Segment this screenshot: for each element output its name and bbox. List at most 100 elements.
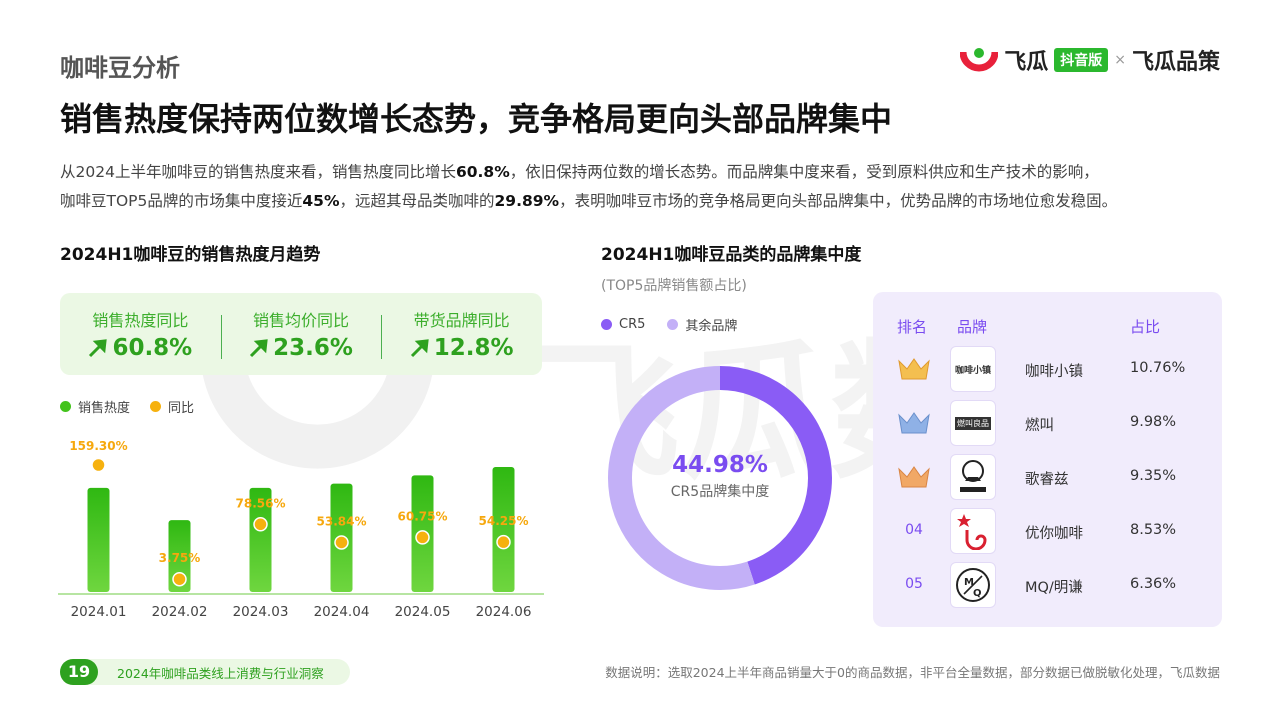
summary-highlight: 29.89% — [494, 192, 560, 210]
brand-ranking-panel: 排名 品牌 占比 咖啡小镇 咖啡小镇 10.76% 燃叫良品 燃叫 9.98% … — [873, 292, 1222, 627]
heat-bar — [492, 467, 515, 592]
legend-label: 销售热度 — [78, 401, 131, 416]
summary-text-part: ，表明咖啡豆市场的竞争格局更向头部品牌集中，优势品牌的市场地位愈发稳固。 — [559, 192, 1118, 210]
logo-text-pince: 飞瓜品策 — [1131, 50, 1220, 75]
kpi-label: 带货品牌同比 — [413, 311, 510, 330]
x-tick-label: 2024.01 — [71, 604, 127, 620]
footer-pill — [60, 659, 350, 685]
brand-logo: 飞瓜 抖音版 × 飞瓜品策 — [960, 44, 1220, 76]
kpi-number: 60.8% — [112, 335, 193, 361]
rank-number: 05 — [905, 576, 923, 592]
legend-item-heat: 销售热度 — [60, 397, 130, 416]
kpi-value: 23.6% — [221, 335, 382, 361]
summary-text-part: ，远超其母品类咖啡的 — [339, 192, 495, 210]
kpi-value: 12.8% — [381, 335, 542, 361]
yoy-data-label: 3.75% — [159, 551, 201, 565]
yoy-point — [334, 535, 349, 550]
kpi-label: 销售热度同比 — [92, 311, 189, 330]
svg-text:M: M — [964, 577, 974, 588]
summary-highlight: 45% — [302, 192, 340, 210]
rank-row-5: 05 M Q MQ/明谦 6.36% — [873, 560, 1222, 612]
yoy-point — [496, 534, 511, 550]
share-header: 占比 — [1130, 318, 1161, 336]
kpi-sales-heat: 销售热度同比 60.8% — [60, 307, 221, 361]
yoy-data-label: 60.75% — [398, 509, 448, 523]
page-number: 19 — [60, 659, 98, 685]
rank-number: 04 — [905, 522, 923, 538]
legend-dot-green — [60, 401, 71, 412]
kpi-number: 23.6% — [273, 335, 353, 361]
brand-share: 9.35% — [1130, 468, 1177, 484]
brand-logo-grizzly — [950, 454, 996, 500]
rank-row-1: 咖啡小镇 咖啡小镇 10.76% — [873, 344, 1222, 396]
legend-label: CR5 — [619, 317, 646, 332]
concentration-chart-title: 2024H1咖啡豆品类的品牌集中度 — [601, 245, 862, 265]
legend-dot-lavender — [667, 319, 679, 330]
kpi-number: 12.8% — [433, 335, 514, 361]
logo-badge: 抖音版 — [1054, 48, 1109, 72]
brand-logo-kafeixiaozhen: 咖啡小镇 — [950, 346, 996, 392]
brand-logo-youni — [950, 508, 996, 554]
donut-center-label: CR5品牌集中度 — [670, 484, 770, 500]
summary-text-part: 咖啡豆TOP5品牌的市场集中度接近 — [60, 192, 303, 210]
brand-name: 歌睿兹 — [1025, 472, 1069, 488]
x-tick-label: 2024.03 — [233, 604, 289, 620]
summary-text: 从2024上半年咖啡豆的销售热度来看，销售热度同比增长60.8%，依旧保持两位数… — [60, 158, 1250, 216]
kpi-label: 销售均价同比 — [253, 311, 350, 330]
brand-share: 9.98% — [1130, 414, 1177, 430]
trend-chart-legend: 销售热度 同比 — [60, 397, 194, 416]
x-tick-label: 2024.06 — [476, 604, 532, 620]
brand-name: 优你咖啡 — [1025, 526, 1083, 542]
rank-row-4: 04 优你咖啡 8.53% — [873, 506, 1222, 558]
yoy-point — [415, 530, 430, 545]
legend-dot-purple — [601, 319, 612, 330]
donut-slice-cr5 — [719, 366, 832, 585]
brand-share: 10.76% — [1130, 360, 1186, 376]
feigua-logo-icon — [960, 48, 999, 72]
yoy-data-label: 54.25% — [479, 514, 529, 528]
bronze-crown-icon — [898, 466, 930, 488]
page-title: 销售热度保持两位数增长态势，竞争格局更向头部品牌集中 — [60, 100, 893, 138]
legend-item-rest: 其余品牌 — [667, 315, 737, 334]
trend-up-arrow-icon — [250, 339, 268, 358]
kpi-value: 60.8% — [60, 335, 221, 361]
brand-logo-text: 咖啡小镇 — [954, 365, 991, 376]
donut-slice-rest — [608, 366, 755, 590]
kpi-avg-price: 销售均价同比 23.6% — [220, 307, 382, 361]
yoy-point — [91, 457, 106, 473]
trend-bar-chart: 2024.01 159.30% 2024.02 3.75% 2024.03 78.56% 2… — [58, 439, 544, 620]
brand-name: 燃叫 — [1025, 418, 1054, 434]
summary-text-part: 从2024上半年咖啡豆的销售热度来看，销售热度同比增长 — [60, 163, 456, 181]
youni-coffee-icon — [957, 514, 987, 550]
brand-share: 8.53% — [1130, 522, 1177, 538]
rank-row-3: 歌睿兹 9.35% — [873, 452, 1222, 504]
gold-crown-icon — [898, 358, 930, 380]
brand-name: MQ/明谦 — [1025, 580, 1083, 596]
mq-logo-icon: M Q — [956, 568, 990, 602]
trend-up-arrow-icon — [89, 339, 108, 358]
heat-bar — [87, 487, 110, 592]
kpi-brand-count: 带货品牌同比 12.8% — [381, 307, 542, 361]
heat-bar — [168, 520, 191, 592]
x-tick-label: 2024.04 — [314, 604, 370, 620]
donut-center: 44.98% CR5品牌集中度 — [600, 452, 840, 501]
legend-item-yoy: 同比 — [150, 397, 194, 416]
legend-label: 其余品牌 — [685, 319, 738, 334]
summary-text-part: ，依旧保持两位数的增长态势。而品牌集中度来看，受到原料供应和生产技术的影响， — [509, 163, 1099, 181]
legend-item-cr5: CR5 — [601, 315, 645, 334]
trend-up-arrow-icon — [410, 339, 429, 358]
heat-bar — [249, 487, 272, 592]
yoy-data-label: 159.30% — [69, 439, 127, 453]
yoy-data-label: 78.56% — [236, 496, 286, 510]
legend-dot-orange — [150, 401, 162, 412]
brand-header: 品牌 — [957, 318, 988, 336]
concentration-chart-subtitle: (TOP5品牌销售额占比) — [601, 278, 747, 294]
x-tick-label: 2024.02 — [152, 604, 208, 620]
brand-logo-text: 燃叫良品 — [955, 416, 991, 430]
yoy-point — [172, 571, 187, 587]
brand-logo-ranjiao: 燃叫良品 — [950, 400, 996, 446]
logo-separator: × — [1114, 52, 1126, 68]
grizzly-bear-icon — [960, 460, 986, 492]
cr5-donut-chart — [608, 366, 832, 590]
trend-chart-title: 2024H1咖啡豆的销售热度月趋势 — [60, 245, 321, 265]
